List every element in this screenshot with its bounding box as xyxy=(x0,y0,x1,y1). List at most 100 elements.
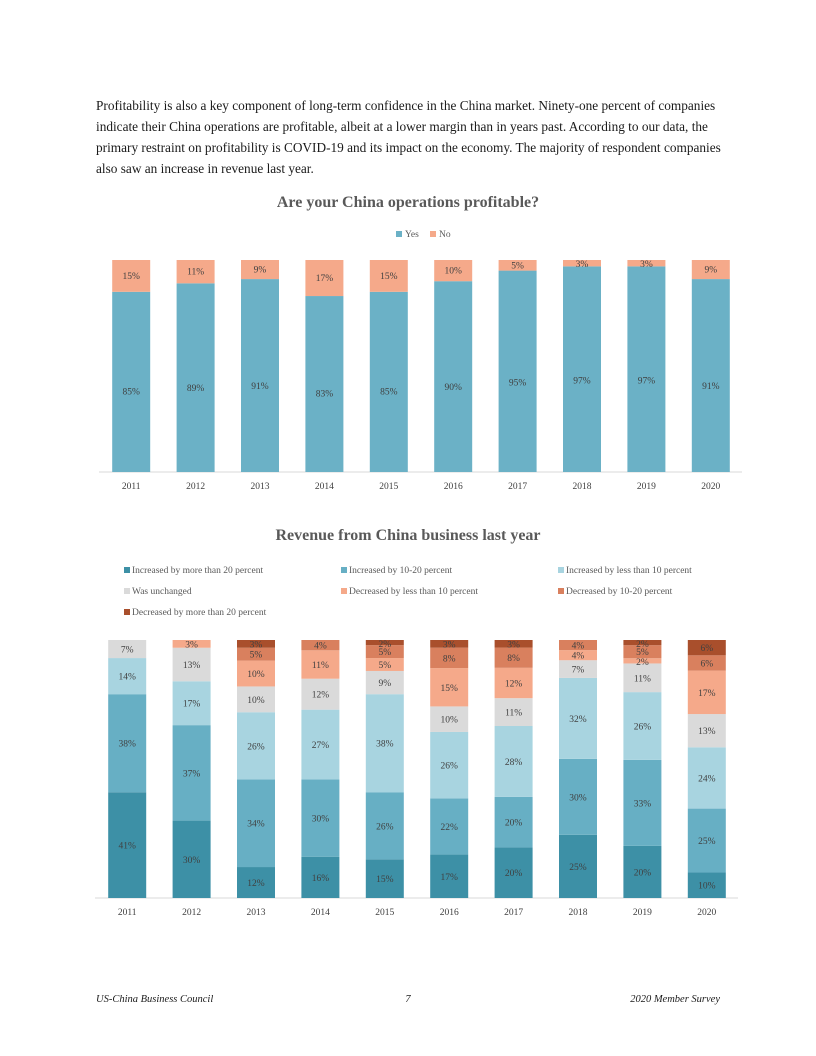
x-tick-label-2018: 2018 xyxy=(569,908,588,918)
data-label-no-2020: 9% xyxy=(704,266,717,276)
bar-s1-2018 xyxy=(559,758,597,835)
bar-s3-2014 xyxy=(301,678,340,710)
legend-label-2: Increased by less than 10 percent xyxy=(566,566,692,576)
bar-s6-2020 xyxy=(687,640,726,656)
bar-yes-2012 xyxy=(176,283,215,472)
data-label-s6-2016: 3% xyxy=(443,640,456,650)
data-label-yes-2016: 90% xyxy=(444,383,462,393)
data-label-no-2012: 11% xyxy=(187,268,204,278)
bar-s1-2016 xyxy=(430,798,469,855)
bar-s4-2018 xyxy=(559,650,597,661)
data-label-s4-2014: 11% xyxy=(312,661,329,671)
legend-label-yes: Yes xyxy=(405,230,419,240)
x-tick-label-2016: 2016 xyxy=(440,908,459,918)
profitability-chart: Yes No 85% 15% 2011 89% 11% 2012 91% 9% 2013 83% 17%… xyxy=(99,230,742,492)
legend-swatch-4 xyxy=(341,588,347,594)
data-label-s2-2019: 26% xyxy=(634,723,652,733)
data-label-s2-2020: 24% xyxy=(698,774,716,784)
data-label-s6-2017: 3% xyxy=(507,640,520,650)
data-label-s6-2015: 2% xyxy=(378,640,391,650)
x-tick-label-2015: 2015 xyxy=(379,482,398,492)
data-label-s2-2013: 26% xyxy=(247,742,265,752)
bar-s3-2011 xyxy=(108,640,147,659)
data-label-yes-2014: 83% xyxy=(316,389,334,399)
data-label-s2-2012: 17% xyxy=(183,700,201,710)
bar-yes-2020 xyxy=(691,279,730,472)
bar-no-2020 xyxy=(691,260,730,280)
bar-s2-2018 xyxy=(559,677,597,759)
data-label-s4-2016: 15% xyxy=(440,684,458,694)
bar-s6-2017 xyxy=(494,640,533,648)
bar-s0-2014 xyxy=(301,856,340,898)
data-label-s1-2018: 30% xyxy=(569,793,587,803)
data-label-s4-2013: 10% xyxy=(247,670,265,680)
bar-s6-2015 xyxy=(365,640,404,646)
bar-s0-2020 xyxy=(687,872,726,898)
bar-s6-2013 xyxy=(237,640,275,648)
data-label-s0-2016: 17% xyxy=(440,873,458,883)
bar-s4-2012 xyxy=(172,640,211,648)
bar-s3-2019 xyxy=(623,663,662,693)
data-label-s2-2018: 32% xyxy=(569,715,587,725)
bar-s6-2019 xyxy=(623,640,662,646)
bar-s4-2014 xyxy=(301,650,340,679)
data-label-s2-2015: 38% xyxy=(376,740,394,750)
bar-s4-2020 xyxy=(687,670,726,715)
data-label-s2-2017: 28% xyxy=(505,758,523,768)
data-label-s1-2020: 25% xyxy=(698,837,716,847)
bar-s2-2011 xyxy=(108,658,147,695)
bar-yes-2018 xyxy=(563,266,601,472)
data-label-s2-2011: 14% xyxy=(118,673,136,683)
legend-label-6: Decreased by more than 20 percent xyxy=(132,608,267,618)
x-tick-label-2020: 2020 xyxy=(701,482,720,492)
data-label-s4-2020: 17% xyxy=(698,689,716,699)
bar-s5-2016 xyxy=(430,647,469,669)
bar-s1-2019 xyxy=(623,759,662,846)
footer-organization: US-China Business Council xyxy=(96,994,214,1005)
x-tick-label-2017: 2017 xyxy=(504,908,523,918)
bar-s1-2017 xyxy=(494,796,533,848)
bar-s1-2014 xyxy=(301,779,340,857)
legend-swatch-6 xyxy=(124,609,130,615)
bar-no-2012 xyxy=(176,260,215,284)
data-label-s4-2017: 12% xyxy=(505,680,523,690)
bar-s4-2019 xyxy=(623,658,662,664)
bar-no-2013 xyxy=(241,260,279,280)
x-tick-label-2019: 2019 xyxy=(633,908,652,918)
data-label-s0-2011: 41% xyxy=(118,842,136,852)
data-label-s3-2012: 13% xyxy=(183,661,201,671)
revenue-chart: Increased by more than 20 percent Increas… xyxy=(95,566,738,918)
data-label-yes-2019: 97% xyxy=(638,377,656,387)
data-label-s0-2020: 10% xyxy=(698,882,716,892)
data-label-yes-2015: 85% xyxy=(380,388,398,398)
x-tick-label-2016: 2016 xyxy=(444,482,463,492)
chart-title-revenue: Revenue from China business last year xyxy=(275,527,541,544)
data-label-s3-2020: 13% xyxy=(698,727,716,737)
bar-s6-2016 xyxy=(430,640,469,648)
bar-no-2014 xyxy=(305,260,344,297)
legend-swatch-1 xyxy=(341,567,347,573)
data-label-s3-2016: 10% xyxy=(440,716,458,726)
data-label-s1-2013: 34% xyxy=(247,820,265,830)
data-label-yes-2012: 89% xyxy=(187,384,205,394)
x-tick-label-2018: 2018 xyxy=(573,482,592,492)
x-tick-label-2014: 2014 xyxy=(311,908,330,918)
bar-s5-2013 xyxy=(237,647,275,661)
bar-no-2019 xyxy=(627,260,666,267)
data-label-no-2016: 10% xyxy=(444,267,462,277)
bar-s4-2016 xyxy=(430,668,469,707)
legend-swatch-3 xyxy=(124,588,130,594)
bar-s5-2020 xyxy=(687,655,726,671)
bar-s3-2016 xyxy=(430,706,469,732)
bar-s4-2015 xyxy=(365,658,404,671)
data-label-no-2018: 3% xyxy=(576,260,589,270)
data-label-s4-2018: 4% xyxy=(572,652,585,662)
legend-label-1: Increased by 10-20 percent xyxy=(349,566,452,576)
bar-s4-2013 xyxy=(237,660,275,687)
legend-swatch-yes xyxy=(396,231,402,237)
bar-s0-2018 xyxy=(559,834,597,898)
bar-s3-2015 xyxy=(365,670,404,695)
legend-swatch-5 xyxy=(558,588,564,594)
bar-yes-2013 xyxy=(241,279,279,472)
x-tick-label-2011: 2011 xyxy=(118,908,137,918)
